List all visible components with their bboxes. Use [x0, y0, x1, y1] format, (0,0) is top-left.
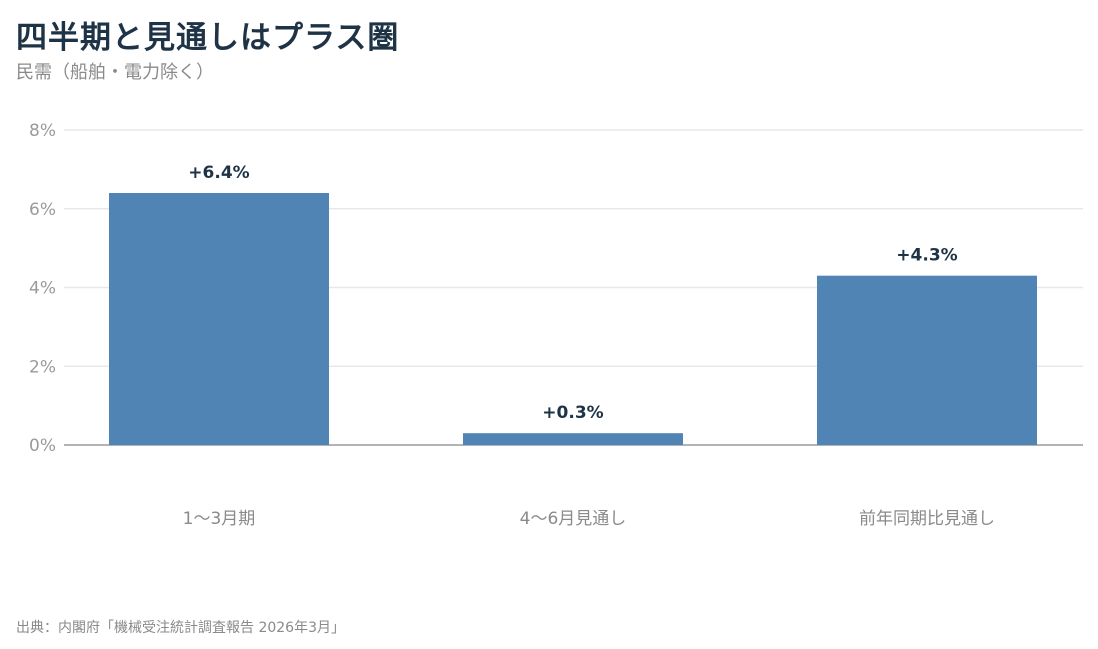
x-category-label: 1〜3月期 [183, 509, 256, 529]
bar [463, 433, 683, 445]
y-tick-label: 0% [29, 436, 56, 456]
bar [109, 193, 329, 445]
labels: +6.4% 1〜3月期 +0.3% 4〜6月見通し +4.3% 前年同期比見通し [183, 163, 995, 529]
source-note: 出典：内閣府「機械受注統計調査報告 2026年3月」 [16, 620, 345, 636]
chart-title: 四半期と見通しはプラス圏 [16, 20, 400, 56]
y-tick-label: 2% [29, 357, 56, 377]
y-tick-label: 8% [29, 121, 56, 141]
x-category-label: 前年同期比見通し [859, 509, 995, 529]
chart-subtitle: 民需（船舶・電力除く） [16, 62, 214, 83]
data-label: +4.3% [896, 246, 957, 266]
bar [817, 275, 1037, 445]
data-label: +6.4% [188, 163, 249, 183]
bars [109, 193, 1037, 445]
data-label: +0.3% [542, 403, 603, 423]
y-tick-label: 4% [29, 279, 56, 299]
y-tick-label: 6% [29, 200, 56, 220]
x-category-label: 4〜6月見通し [520, 509, 627, 529]
